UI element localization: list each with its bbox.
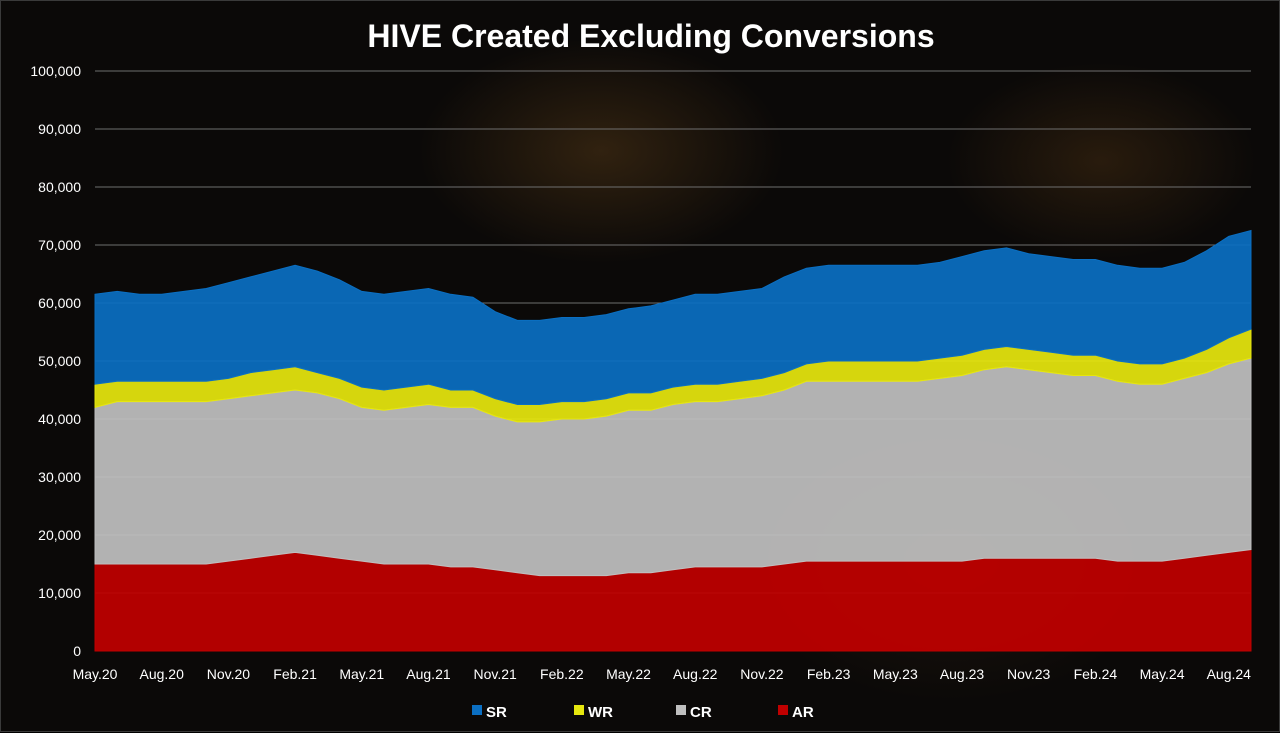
y-tick-label: 20,000 [38,527,81,543]
x-tick-label: Feb.23 [807,666,851,682]
legend-label-ar: AR [792,704,814,721]
y-axis: 0 10,000 20,000 30,000 40,000 50,000 60,000 70,… [30,63,81,659]
x-tick-label: Feb.21 [273,666,317,682]
legend-swatch-sr [472,705,482,715]
x-tick-label: Nov.20 [207,666,251,682]
x-tick-label: May.21 [339,666,384,682]
y-tick-label: 30,000 [38,469,81,485]
x-tick-label: Aug.20 [140,666,185,682]
legend-swatch-wr [574,705,584,715]
y-tick-label: 0 [73,643,81,659]
legend: SR WR CR AR [472,704,814,721]
x-tick-label: May.20 [73,666,118,682]
chart-title: HIVE Created Excluding Conversions [367,18,934,54]
x-tick-label: May.24 [1140,666,1185,682]
x-tick-label: Feb.22 [540,666,584,682]
x-tick-label: May.22 [606,666,651,682]
x-tick-label: Aug.22 [673,666,718,682]
legend-label-wr: WR [588,704,613,721]
y-tick-label: 10,000 [38,585,81,601]
y-tick-label: 60,000 [38,295,81,311]
x-tick-label: Aug.21 [406,666,451,682]
legend-swatch-ar [778,705,788,715]
legend-swatch-cr [676,705,686,715]
x-tick-label: Nov.23 [1007,666,1051,682]
x-tick-label: Feb.24 [1074,666,1118,682]
y-tick-label: 40,000 [38,411,81,427]
x-tick-label: Nov.22 [740,666,784,682]
stacked-areas [94,229,1252,652]
x-tick-label: Aug.23 [940,666,985,682]
y-tick-label: 100,000 [30,63,81,79]
y-tick-label: 50,000 [38,353,81,369]
legend-label-sr: SR [486,704,507,721]
x-axis: May.20 Aug.20 Nov.20 Feb.21 May.21 Aug.21 Nov.… [73,666,1252,682]
y-tick-label: 90,000 [38,121,81,137]
x-tick-label: Aug.24 [1207,666,1252,682]
x-tick-label: Nov.21 [473,666,517,682]
x-tick-label: May.23 [873,666,918,682]
y-tick-label: 80,000 [38,179,81,195]
area-sr [94,229,1252,405]
legend-label-cr: CR [690,704,712,721]
y-tick-label: 70,000 [38,237,81,253]
